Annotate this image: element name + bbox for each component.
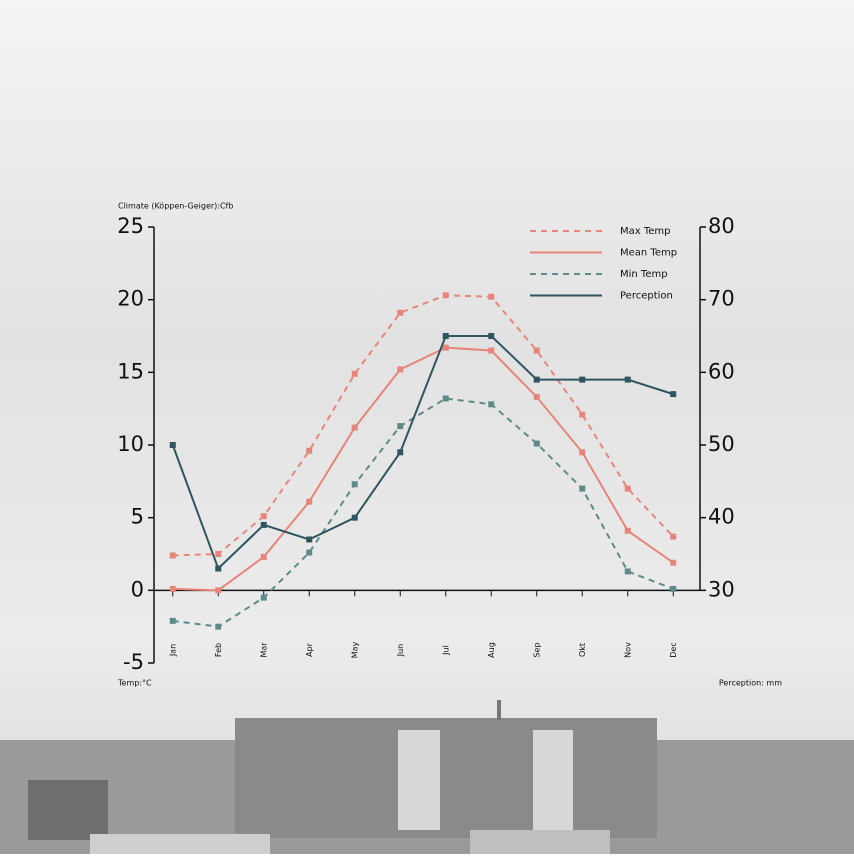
y2-axis-label: Perception: mm (719, 679, 782, 688)
x-tick-label: Aug (487, 642, 496, 658)
x-tick-label: Okt (578, 643, 587, 657)
y2-tick-label: 40 (708, 505, 735, 529)
point-marker (579, 377, 585, 383)
x-tick-label: Jul (441, 645, 450, 656)
point-marker (397, 423, 403, 429)
point-marker (352, 481, 358, 487)
point-marker (488, 401, 494, 407)
point-marker (443, 333, 449, 339)
point-marker (625, 486, 631, 492)
point-marker (625, 528, 631, 534)
point-marker (488, 348, 494, 354)
point-marker (215, 551, 221, 557)
point-marker (579, 449, 585, 455)
y-tick-label: -5 (123, 650, 144, 674)
point-marker (534, 441, 540, 447)
point-marker (443, 292, 449, 298)
point-marker (670, 391, 676, 397)
point-marker (625, 568, 631, 574)
x-tick-label: Feb (214, 643, 223, 657)
point-marker (534, 377, 540, 383)
point-marker (488, 294, 494, 300)
point-marker (215, 566, 221, 572)
x-tick-label: May (350, 641, 359, 658)
y-tick-label: 15 (117, 359, 144, 383)
point-marker (170, 586, 176, 592)
point-marker (170, 442, 176, 448)
legend-label: Mean Temp (620, 248, 677, 259)
point-marker (443, 345, 449, 351)
y-tick-label: 25 (117, 214, 144, 238)
y2-tick-label: 50 (708, 432, 735, 456)
x-tick-label: Mar (259, 642, 268, 658)
point-marker (397, 449, 403, 455)
point-marker (352, 425, 358, 431)
point-marker (261, 595, 267, 601)
point-marker (170, 618, 176, 624)
y2-tick-label: 30 (708, 577, 735, 601)
y-axis-label: Temp:°C (117, 679, 152, 688)
chart-title: Climate (Köppen-Geiger):Cfb (118, 202, 233, 211)
legend-label: Perception (620, 291, 673, 302)
point-marker (670, 560, 676, 566)
point-marker (670, 534, 676, 540)
x-tick-label: Jan (168, 644, 177, 657)
point-marker (306, 550, 312, 556)
y-tick-label: 5 (131, 505, 144, 529)
y2-tick-label: 80 (708, 214, 735, 238)
point-marker (352, 515, 358, 521)
y2-tick-label: 70 (708, 287, 735, 311)
point-marker (170, 552, 176, 558)
point-marker (397, 310, 403, 316)
chart: Climate (Köppen-Geiger):Cfb Temp:°C Perc… (0, 0, 854, 854)
point-marker (579, 486, 585, 492)
x-tick-label: Jun (396, 644, 405, 658)
point-marker (306, 536, 312, 542)
point-marker (306, 499, 312, 505)
point-marker (488, 333, 494, 339)
y-tick-label: 0 (131, 577, 144, 601)
point-marker (215, 624, 221, 630)
point-marker (625, 377, 631, 383)
x-tick-label: Sep (532, 642, 541, 657)
point-marker (215, 587, 221, 593)
y-tick-label: 20 (117, 287, 144, 311)
point-marker (579, 411, 585, 417)
point-marker (534, 394, 540, 400)
point-marker (534, 348, 540, 354)
point-marker (261, 513, 267, 519)
point-marker (306, 448, 312, 454)
legend-label: Max Temp (620, 226, 671, 237)
point-marker (670, 586, 676, 592)
y-tick-label: 10 (117, 432, 144, 456)
x-tick-label: Dec (669, 642, 678, 657)
point-marker (261, 554, 267, 560)
point-marker (352, 371, 358, 377)
legend-label: Min Temp (620, 269, 668, 280)
page: Climate (Köppen-Geiger):Cfb Temp:°C Perc… (0, 0, 854, 854)
point-marker (397, 366, 403, 372)
point-marker (261, 522, 267, 528)
x-tick-label: Apr (305, 642, 314, 657)
y2-tick-label: 60 (708, 359, 735, 383)
point-marker (443, 395, 449, 401)
x-tick-label: Nov (623, 642, 632, 658)
